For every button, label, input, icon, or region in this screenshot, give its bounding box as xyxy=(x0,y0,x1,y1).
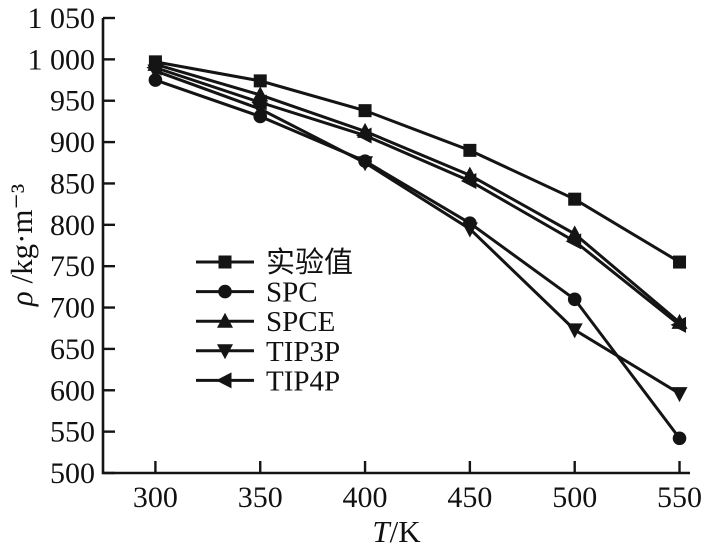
y-tick-label: 650 xyxy=(50,333,95,366)
y-tick-label: 1 050 xyxy=(28,2,96,35)
legend-marker-triangle-down xyxy=(217,344,233,360)
data-point-square xyxy=(568,192,582,206)
x-tick-label: 300 xyxy=(133,481,178,514)
data-point-square xyxy=(463,143,477,157)
x-tick-label: 550 xyxy=(657,481,702,514)
y-tick-label: 1 000 xyxy=(28,43,96,76)
legend-marker-circle xyxy=(218,284,232,299)
data-point-circle xyxy=(148,73,163,87)
y-axis-label: ρ /kg·m⁻³ xyxy=(4,184,39,307)
data-point-triangle-left xyxy=(460,172,477,189)
y-tick-label: 550 xyxy=(50,416,95,449)
series-line-triangle-up xyxy=(154,62,681,324)
data-point-square xyxy=(673,255,687,269)
legend-label: TIP3P xyxy=(266,336,340,368)
x-tick-label: 350 xyxy=(238,481,283,514)
series-line-square xyxy=(155,60,681,264)
series-line-circle xyxy=(154,78,681,440)
data-point-triangle-left xyxy=(146,59,162,76)
x-axis-label: T/K xyxy=(372,514,421,549)
y-tick-label: 700 xyxy=(50,292,95,325)
data-point-circle xyxy=(672,431,687,446)
legend-marker-triangle-up xyxy=(217,312,233,328)
legend-marker-square xyxy=(218,255,232,269)
axis-frame xyxy=(101,18,690,475)
data-point-triangle-left xyxy=(565,233,582,250)
data-point-triangle-down xyxy=(671,387,688,403)
legend-label: 实验值 xyxy=(266,246,353,279)
y-tick-label: 800 xyxy=(50,209,95,242)
y-tick-label: 850 xyxy=(50,167,95,200)
y-tick-label: 950 xyxy=(50,85,95,118)
data-point-triangle-down xyxy=(357,156,374,172)
y-tick-label: 600 xyxy=(50,374,95,407)
data-point-triangle-down xyxy=(566,323,583,339)
series-line-triangle-left xyxy=(154,66,681,327)
x-tick-label: 500 xyxy=(552,481,597,514)
data-point-square xyxy=(253,74,267,88)
legend-marker-triangle-left xyxy=(216,372,232,389)
data-point-circle xyxy=(567,292,582,307)
data-point-triangle-left xyxy=(670,316,687,333)
legend-label: SPC xyxy=(266,277,318,309)
x-tick-label: 450 xyxy=(447,481,492,514)
data-point-triangle-down xyxy=(461,222,478,238)
y-tick-label: 900 xyxy=(50,126,95,159)
data-point-square xyxy=(358,104,372,118)
legend-label: TIP4P xyxy=(266,365,340,397)
legend-label: SPCE xyxy=(266,306,335,338)
x-tick-label: 400 xyxy=(343,481,388,514)
data-point-triangle-left xyxy=(251,94,267,111)
data-point-triangle-left xyxy=(356,127,372,144)
y-tick-label: 500 xyxy=(50,457,95,490)
series-line-triangle-down xyxy=(154,69,681,395)
y-tick-label: 750 xyxy=(50,250,95,283)
